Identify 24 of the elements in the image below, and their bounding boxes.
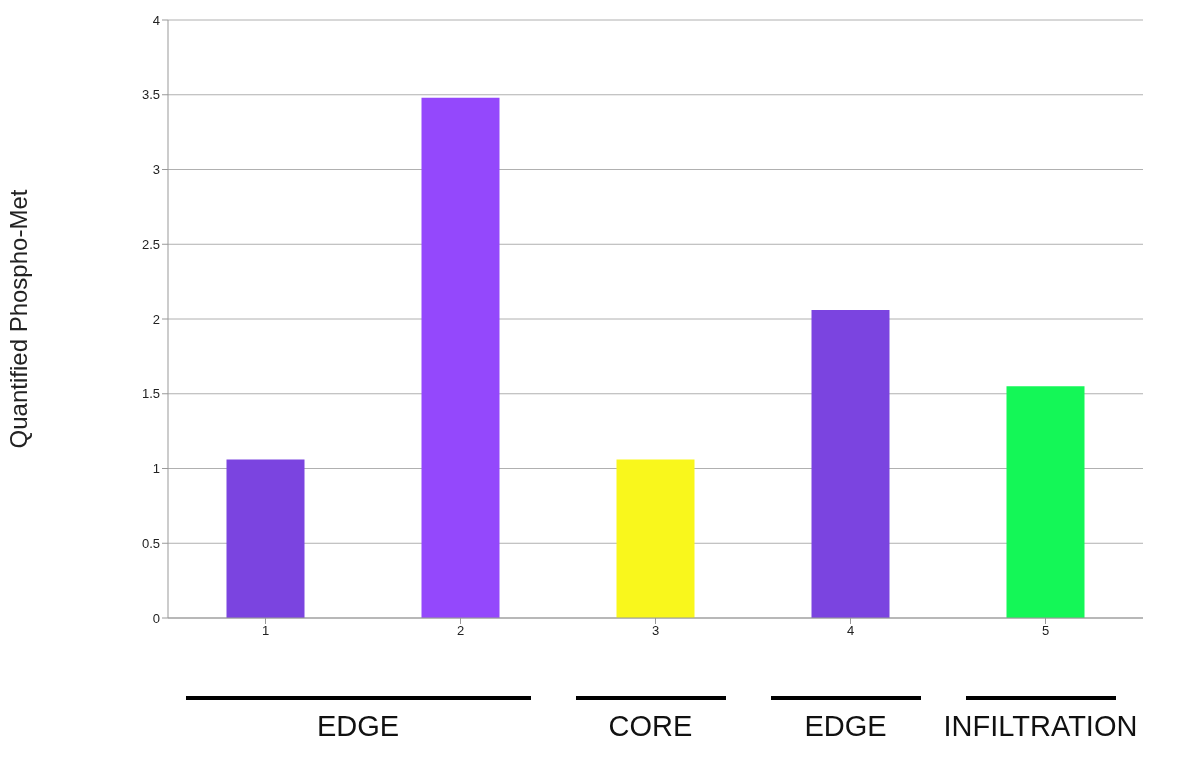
y-axis-title: Quantified Phospho-Met <box>4 189 32 449</box>
y-tick-label: 0.5 <box>141 535 160 551</box>
bar <box>226 459 305 618</box>
y-tick-label: 2.5 <box>141 236 160 252</box>
text: CORE <box>607 710 694 743</box>
y-tick-label: 4 <box>152 12 160 28</box>
x-tick-label: 2 <box>456 623 465 639</box>
x-tick-label: 3 <box>651 623 660 639</box>
bar <box>616 459 695 618</box>
text: INFILTRATION <box>942 710 1139 743</box>
y-tick-label: 0 <box>152 610 160 626</box>
text: EDGE <box>315 710 401 743</box>
y-tick-label: 3 <box>152 162 160 178</box>
x-tick-label: 1 <box>261 623 270 639</box>
y-tick-label: 1 <box>152 461 160 477</box>
x-tick-label: 4 <box>846 623 855 639</box>
bar <box>1006 386 1085 618</box>
y-tick-label: 1.5 <box>141 386 160 402</box>
bar <box>421 97 500 618</box>
text: EDGE <box>804 710 887 742</box>
bar <box>811 310 890 618</box>
y-tick-label: 2 <box>152 311 160 327</box>
x-tick-label: 5 <box>1041 623 1050 639</box>
y-tick-label: 3.5 <box>141 87 160 103</box>
